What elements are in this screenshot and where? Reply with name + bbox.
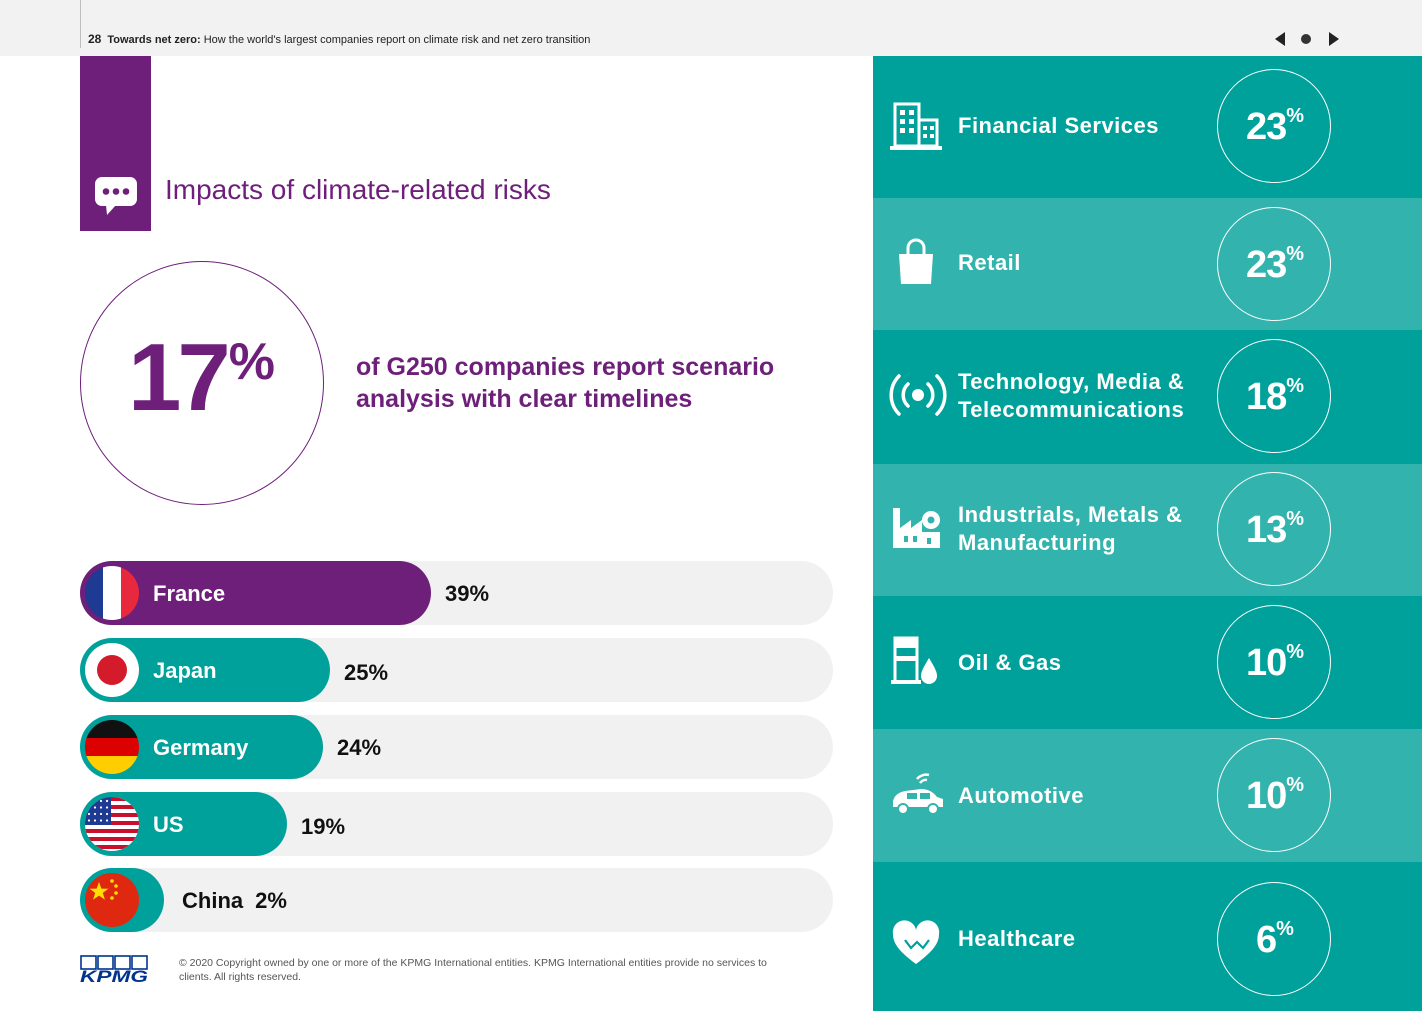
sector-percent-value: 10 [1245, 775, 1287, 817]
sector-percent: 10% [1218, 774, 1332, 817]
header-divider [80, 0, 81, 48]
factory-icon [887, 502, 945, 561]
sector-name-line1: Oil & Gas [958, 650, 1062, 675]
sector-row: Oil & Gas 10% [873, 596, 1422, 729]
sector-percent: 23% [1218, 243, 1332, 286]
sector-name-line1: Industrials, Metals & [958, 502, 1183, 527]
sector-name: Oil & Gas [958, 649, 1062, 677]
page-navigation [1272, 30, 1342, 48]
report-title-bold: Towards net zero: [107, 34, 201, 46]
sector-percent-value: 6 [1256, 919, 1277, 961]
kpmg-logo-icon: KPMG [80, 955, 148, 983]
country-name: France [153, 581, 226, 606]
stat-number: 17 [128, 324, 231, 431]
sector-name: Automotive [958, 782, 1084, 810]
sector-row: Financial Services 23% [873, 56, 1422, 198]
country-bar-us: US 19% [80, 792, 833, 856]
stat-description: of G250 companies report scenario analys… [356, 353, 775, 413]
country-bar-china: China 2% [80, 868, 833, 932]
sector-name: Technology, Media & Telecommunications [958, 368, 1184, 424]
sector-row: Automotive 10% [873, 729, 1422, 862]
sector-name-line2: Telecommunications [958, 397, 1185, 422]
report-title-rest: How the world's largest companies report… [200, 34, 591, 46]
sector-percent-unit: % [1286, 508, 1305, 530]
sector-name-line1: Healthcare [958, 926, 1076, 951]
broadcast-icon [887, 368, 949, 427]
japan-flag-icon [85, 643, 139, 697]
stat-circle [80, 261, 324, 505]
sector-percent-circle: 23% [1217, 69, 1331, 183]
us-flag-icon [85, 797, 139, 851]
sector-row: Industrials, Metals & Manufacturing 13% [873, 464, 1422, 596]
country-value: 24% [337, 735, 382, 760]
country-bar-france: France 39% [80, 561, 833, 625]
sector-percent-circle: 10% [1217, 605, 1331, 719]
sector-percent: 10% [1218, 641, 1332, 684]
sector-name: Industrials, Metals & Manufacturing [958, 501, 1182, 557]
home-dot-icon[interactable] [1301, 34, 1311, 44]
sector-percent-unit: % [1276, 918, 1294, 940]
country-name: Germany [153, 735, 249, 760]
section-title: Impacts of climate-related risks [165, 174, 551, 205]
country-value: 19% [301, 814, 346, 839]
sector-name-line1: Technology, Media & [958, 369, 1185, 394]
sector-percent-unit: % [1286, 774, 1305, 796]
country-value: 25% [344, 660, 389, 685]
page-number: 28 [88, 32, 102, 46]
running-header: 28 Towards net zero: How the world's larg… [88, 32, 590, 46]
copyright-notice: © 2020 Copyright owned by one or more of… [179, 957, 767, 983]
sector-percent-value: 18 [1245, 376, 1287, 418]
sector-percent-circle: 10% [1217, 738, 1331, 852]
sector-percent-value: 23 [1245, 244, 1287, 286]
sector-row: Technology, Media & Telecommunications 18% [873, 330, 1422, 464]
oil-drop-icon [887, 634, 945, 693]
country-name: China [182, 888, 244, 913]
country-name: Japan [153, 658, 217, 683]
sector-name-line1: Retail [958, 250, 1021, 275]
sector-percent-value: 13 [1245, 509, 1287, 551]
top-bar [0, 0, 1422, 56]
sector-percent: 18% [1218, 375, 1332, 418]
sector-row: Healthcare 6% [873, 862, 1422, 1011]
sector-percent-circle: 6% [1217, 882, 1331, 996]
sector-percent-unit: % [1286, 375, 1305, 397]
sector-name-line2: Manufacturing [958, 530, 1117, 555]
shopping-bag-icon [887, 236, 945, 295]
germany-flag-icon [85, 720, 139, 774]
sector-percent-unit: % [1286, 641, 1305, 663]
previous-page-icon[interactable] [1272, 30, 1288, 48]
kpmg-logo-text: KPMG [80, 967, 148, 983]
sector-percent: 23% [1218, 105, 1332, 148]
sector-name: Retail [958, 249, 1021, 277]
sector-percent-unit: % [1286, 243, 1305, 265]
sector-percent-circle: 18% [1217, 339, 1331, 453]
speech-bubble-icon [95, 177, 137, 215]
sector-row: Retail 23% [873, 198, 1422, 330]
sector-percent-unit: % [1286, 105, 1305, 127]
sector-name: Financial Services [958, 112, 1159, 140]
sector-percent-circle: 23% [1217, 207, 1331, 321]
sector-percent-value: 10 [1245, 642, 1287, 684]
country-bar-germany: Germany 24% [80, 715, 833, 779]
france-flag-icon [85, 566, 139, 620]
country-value: 39% [445, 581, 490, 606]
sector-name: Healthcare [958, 925, 1076, 953]
sector-percent-value: 23 [1245, 106, 1287, 148]
sector-percent: 6% [1218, 918, 1332, 961]
sector-name-line1: Financial Services [958, 113, 1159, 138]
sector-percent: 13% [1218, 508, 1332, 551]
connected-car-icon [887, 769, 949, 828]
sector-name-line1: Automotive [958, 783, 1084, 808]
country-name: US [153, 812, 184, 837]
heart-icon [887, 916, 945, 975]
country-bar-japan: Japan 25% [80, 638, 833, 702]
building-icon [887, 100, 945, 159]
sector-percent-circle: 13% [1217, 472, 1331, 586]
stat-unit: % [228, 333, 276, 391]
country-value: 2% [255, 888, 287, 913]
sector-panel: Financial Services 23% Retail 23% Technology… [873, 56, 1422, 1011]
china-flag-icon [85, 873, 139, 927]
stat-value: 17% [128, 330, 275, 426]
next-page-icon[interactable] [1326, 30, 1342, 48]
